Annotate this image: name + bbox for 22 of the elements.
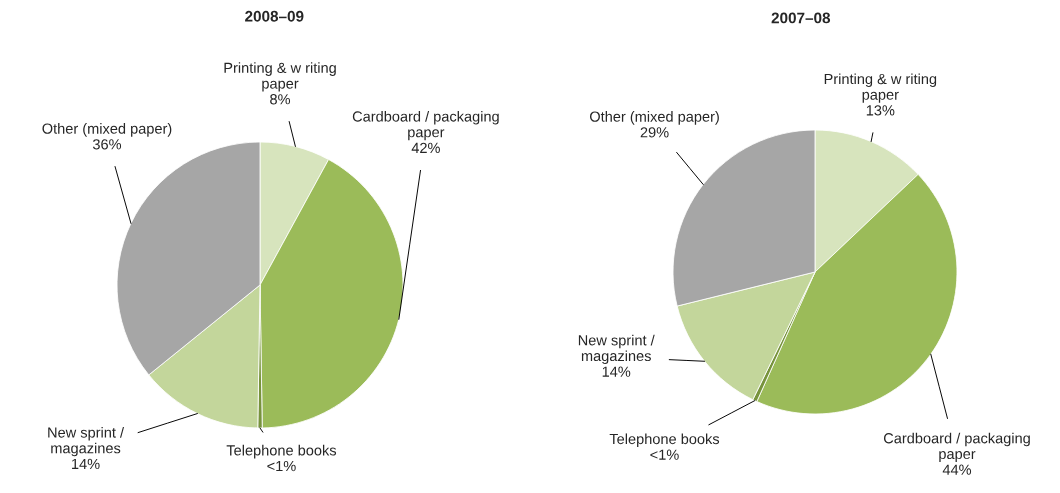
data-label: 29%	[640, 127, 669, 138]
slice-label: New sprint / magazines	[578, 334, 655, 364]
chart-title: 2007–08	[771, 12, 831, 24]
data-label: 13%	[866, 105, 895, 116]
data-label: 14%	[602, 366, 631, 377]
slice-label: Printing & w riting paper	[224, 62, 336, 92]
data-label: 8%	[270, 94, 291, 105]
chart-title: 2008–09	[245, 10, 304, 22]
slice-label: Cardboard / packaging paper	[352, 110, 499, 141]
slice-label: Other (mixed paper)	[42, 123, 172, 137]
data-label: 14%	[72, 458, 100, 470]
slice-label: Telephone books	[226, 444, 337, 459]
slice-label: Printing & w riting paper	[824, 73, 937, 103]
slice-label: Other (mixed paper)	[589, 111, 719, 125]
data-label: <1%	[650, 449, 679, 460]
slice-label: Telephone books	[609, 433, 720, 448]
data-label: 44%	[942, 464, 972, 475]
data-label: 36%	[92, 139, 122, 150]
data-label: <1%	[267, 460, 296, 472]
data-label: 42%	[411, 142, 440, 153]
slice-label: Cardboard / packaging paper	[883, 432, 1030, 462]
slice-label: New sprint / magazines	[48, 426, 125, 457]
